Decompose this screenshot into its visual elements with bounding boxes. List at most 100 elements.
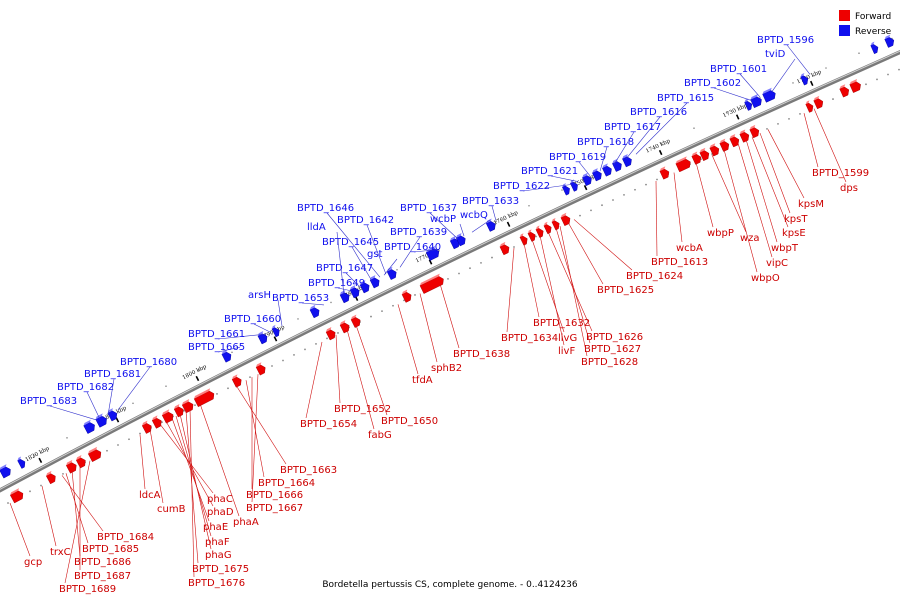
track-dot [297,318,299,320]
leader-line [326,212,381,278]
reverse-gene-label: BPTD_1617 [604,122,661,133]
forward-gene [255,362,266,376]
forward-gene [350,314,361,328]
reverse-gene-label: BPTD_1621 [521,166,578,177]
track-dot [513,246,515,248]
track-dot [139,432,141,435]
forward-gene [527,229,536,242]
reverse-gene-label: BPTD_1622 [493,181,550,192]
reverse-gene-label: BPTD_1642 [337,215,394,226]
leader-line [655,180,658,257]
forward-gene-label: BPTD_1666 [246,490,303,501]
forward-gene [151,415,162,429]
forward-gene-label: wbpP [707,228,734,239]
track-dot [249,376,251,379]
forward-gene [339,320,350,334]
track-dot [656,178,658,181]
reverse-gene-label: arsH [248,290,271,301]
reverse-gene-label: BPTD_1615 [657,93,714,104]
reverse-gene-label: BPTD_1639 [390,227,447,238]
reverse-gene-label: BPTD_1616 [630,107,687,118]
track-dot [693,127,695,129]
forward-gene-label: kpsM [798,199,824,210]
leader-line [635,102,688,155]
leader-line [245,380,265,478]
forward-gene-label: BPTD_1624 [626,271,683,282]
reverse-gene [744,98,753,111]
forward-gene [45,470,56,485]
track-dot [660,142,662,145]
track-dot [612,199,614,201]
reverse-gene [271,324,280,338]
forward-gene-label: BPTD_1628 [581,357,638,368]
track-dot [231,351,233,354]
leader-line [65,473,89,544]
track-dot [66,437,68,439]
reverse-gene-label: BPTD_1661 [188,329,245,340]
track-dot [315,343,317,345]
track-dot [33,454,35,457]
leader-line [9,502,31,557]
track-dot [216,393,218,395]
leader-line [399,236,421,268]
tick-label: 1820 kbp [25,446,51,464]
forward-gene-label: phaD [207,507,234,518]
forward-gene [699,147,710,162]
forward-gene [729,134,740,148]
track-dot [29,490,31,493]
leader-line [459,223,465,237]
leader-line [301,302,325,306]
forward-gene-label: BPTD_1676 [188,578,245,589]
forward-gene-label: BPTD_1650 [381,416,438,427]
leader-line [695,162,714,228]
leader-line [555,227,591,344]
forward-gene [813,95,824,110]
reverse-gene [582,172,592,186]
reverse-gene-label: wcbP [430,214,456,225]
leader-line [413,249,437,253]
track-dot [161,421,163,424]
track-dot [132,402,134,405]
forward-gene-label: BPTD_1689 [59,584,116,595]
forward-gene-label: BPTD_1675 [192,564,249,575]
track-dot [198,368,200,370]
reverse-gene-label: BPTD_1683 [20,396,77,407]
leader-line [522,184,573,192]
forward-gene-label: BPTD_1627 [584,344,641,355]
track-dot [414,294,416,296]
reverse-gene [750,94,762,109]
forward-gene-label: BPTD_1654 [300,419,357,430]
track-dot [392,304,394,307]
forward-gene [749,124,760,139]
track-dot [117,444,119,446]
forward-gene-label: phaE [203,522,228,533]
track-dot [381,310,383,313]
genes-layer [0,34,895,504]
tick-label: 1760 kbp [493,210,520,227]
forward-gene [173,404,184,418]
forward-gene [499,241,510,256]
leader-line [439,283,460,349]
reverse-gene [359,280,370,294]
leader-line [217,346,241,353]
track-dot [194,404,196,407]
track-dot [370,315,372,318]
forward-gene-label: phaC [207,494,233,505]
reverse-gene [562,183,570,196]
forward-gene-label: BPTD_1638 [453,349,510,360]
reverse-gene [107,408,118,422]
forward-gene [805,100,814,113]
forward-gene-label: BPTD_1687 [74,571,131,582]
forward-gene [691,151,702,165]
track-dot [330,301,332,304]
reverse-gene-label: BPTD_1637 [400,203,457,214]
reverse-gene [309,304,320,319]
reverse-gene-label: tviD [765,49,786,60]
track-dot [898,68,900,71]
forward-gene-label: BPTD_1632 [533,318,590,329]
reverse-gene-label: BPTD_1660 [224,314,281,325]
leader-line [217,333,267,340]
leader-line [523,243,540,318]
